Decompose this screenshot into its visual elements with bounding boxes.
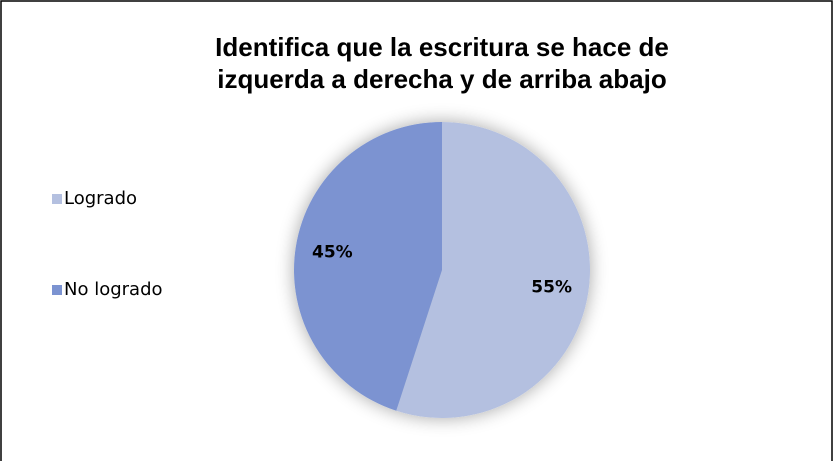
pie-slice [293,122,442,411]
pie [293,122,590,418]
pie-slice [396,122,590,418]
value-label: 45% [312,243,353,263]
legend-swatch [52,194,62,204]
value-label: 55% [531,277,572,297]
chart-title: izquerda a derecha y de arriba abajo [217,64,666,94]
legend-label: No logrado [64,279,163,300]
chart-title: Identifica que la escritura se hace de [215,32,669,62]
legend-label: Logrado [64,188,137,209]
legend-swatch [52,285,62,295]
